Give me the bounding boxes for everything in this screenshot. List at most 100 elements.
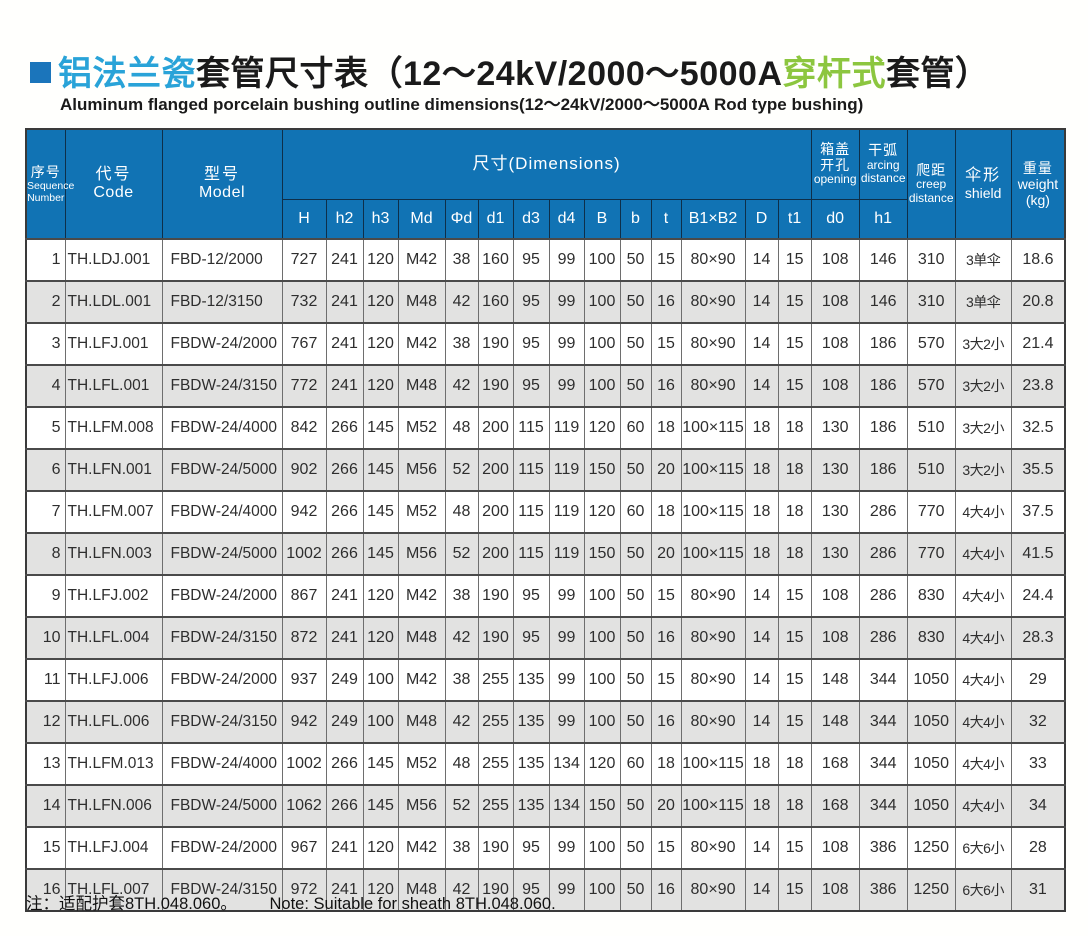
cell: 942 — [281, 700, 327, 744]
cell: 15 — [777, 700, 812, 744]
cell: 727 — [281, 238, 327, 282]
header-dim-d4: d4 — [548, 198, 585, 240]
cell: 266 — [325, 532, 364, 576]
cell: 8 — [25, 532, 66, 576]
cell: 95 — [512, 616, 550, 660]
cell: 38 — [444, 658, 479, 702]
header-dim-t: t — [650, 198, 682, 240]
cell: 29 — [1010, 658, 1066, 702]
cell: 50 — [619, 784, 652, 828]
cell: 134 — [548, 742, 585, 786]
cell: 830 — [906, 574, 956, 618]
cell: 100 — [362, 658, 399, 702]
cell: 1062 — [281, 784, 327, 828]
cell: 50 — [619, 658, 652, 702]
cell: 186 — [858, 406, 908, 450]
cell: 1250 — [906, 826, 956, 870]
cell: 967 — [281, 826, 327, 870]
cell: FBDW-24/5000 — [161, 532, 283, 576]
cell: 18 — [777, 490, 812, 534]
cell: TH.LDL.001 — [64, 280, 163, 324]
cell: 15 — [777, 658, 812, 702]
cell: 31 — [1010, 868, 1066, 912]
cell: 14 — [744, 238, 779, 282]
header-creep-distance: 爬距 creep distance — [906, 128, 956, 240]
cell: 255 — [477, 658, 514, 702]
cell: 80×90 — [680, 658, 746, 702]
cell: 200 — [477, 406, 514, 450]
cell: 120 — [362, 868, 399, 912]
cell: 50 — [619, 364, 652, 408]
header-dim-t1: t1 — [777, 198, 812, 240]
cell: M48 — [397, 616, 446, 660]
cell: 286 — [858, 532, 908, 576]
cell: 38 — [444, 322, 479, 366]
cell: 18 — [777, 406, 812, 450]
cell: 100×115 — [680, 742, 746, 786]
cell: 842 — [281, 406, 327, 450]
cell: 120 — [583, 742, 621, 786]
cell: TH.LFL.006 — [64, 700, 163, 744]
cell: 119 — [548, 490, 585, 534]
cell: 14 — [744, 700, 779, 744]
table-row: 5 TH.LFM.008 FBDW-24/4000 842 266 145 M52 48 200… — [25, 406, 1066, 450]
cell: 120 — [362, 322, 399, 366]
cell: 50 — [619, 238, 652, 282]
cell: 100×115 — [680, 406, 746, 450]
cell: 100 — [583, 826, 621, 870]
cell: 100×115 — [680, 448, 746, 492]
table-row: 4 TH.LFL.001 FBDW-24/3150 772 241 120 M48 42 190… — [25, 364, 1066, 408]
dimensions-table: 序号 Sequence Number 代号 Code 型号 Model 尺寸(D… — [25, 128, 1067, 912]
cell: 108 — [810, 238, 860, 282]
cell: 99 — [548, 364, 585, 408]
cell: 3大2小 — [954, 406, 1012, 450]
cell: 120 — [583, 406, 621, 450]
cell: 3 — [25, 322, 66, 366]
cell: 42 — [444, 700, 479, 744]
cell: TH.LFJ.001 — [64, 322, 163, 366]
cell: 80×90 — [680, 616, 746, 660]
cell: 972 — [281, 868, 327, 912]
cell: 570 — [906, 364, 956, 408]
cell: 266 — [325, 742, 364, 786]
cell: 570 — [906, 322, 956, 366]
page-subtitle: Aluminum flanged porcelain bushing outli… — [60, 95, 864, 114]
cell: 34 — [1010, 784, 1066, 828]
cell: M48 — [397, 364, 446, 408]
table-row: 8 TH.LFN.003 FBDW-24/5000 1002 266 145 M56 52 20… — [25, 532, 1066, 576]
cell: 42 — [444, 616, 479, 660]
cell: FBDW-24/4000 — [161, 742, 283, 786]
cell: 3单伞 — [954, 238, 1012, 282]
cell: M52 — [397, 490, 446, 534]
cell: 770 — [906, 532, 956, 576]
cell: 115 — [512, 406, 550, 450]
cell: M56 — [397, 532, 446, 576]
cell: 16 — [650, 700, 682, 744]
cell: 80×90 — [680, 700, 746, 744]
cell: 770 — [906, 490, 956, 534]
cell: 15 — [777, 616, 812, 660]
cell: FBDW-24/3150 — [161, 616, 283, 660]
cell: 130 — [810, 448, 860, 492]
cell: 20 — [650, 532, 682, 576]
cell: 241 — [325, 574, 364, 618]
cell: 108 — [810, 868, 860, 912]
cell: M52 — [397, 406, 446, 450]
cell: 937 — [281, 658, 327, 702]
header-weight: 重量 weight (kg) — [1010, 128, 1066, 240]
cell: 5 — [25, 406, 66, 450]
cell: 510 — [906, 448, 956, 492]
cell: 135 — [512, 700, 550, 744]
cell: 168 — [810, 784, 860, 828]
cell: TH.LFN.003 — [64, 532, 163, 576]
cell: 24.4 — [1010, 574, 1066, 618]
cell: 241 — [325, 238, 364, 282]
cell: 286 — [858, 490, 908, 534]
cell: 38 — [444, 826, 479, 870]
cell: TH.LDJ.001 — [64, 238, 163, 282]
cell: 732 — [281, 280, 327, 324]
cell: TH.LFM.007 — [64, 490, 163, 534]
table-row: 2 TH.LDL.001 FBD-12/3150 732 241 120 M48 42 160 9… — [25, 280, 1066, 324]
cell: 95 — [512, 868, 550, 912]
cell: 3大2小 — [954, 322, 1012, 366]
